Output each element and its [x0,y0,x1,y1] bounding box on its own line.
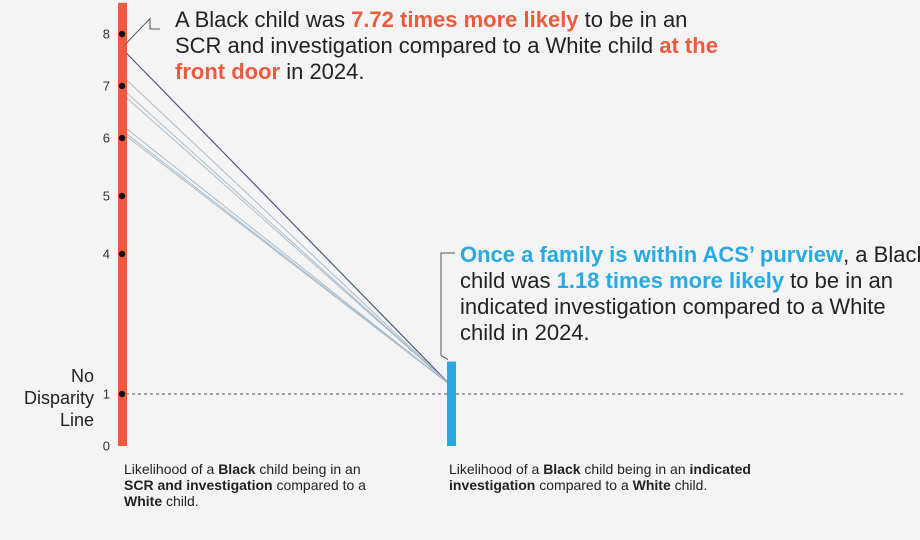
right-caption-text-4: child. [670,477,708,493]
left-axis-caption: Likelihood of a Black child being in an … [124,461,384,509]
y-tick-label-4: 4 [103,247,110,262]
left-caption-bold-3: White [124,493,163,509]
slope-line-3 [121,93,452,386]
y-tick-label-1: 1 [103,387,110,402]
top-annotation-text-2: to be in an SCR and investigation compar… [175,7,688,58]
left-caption-text-1: Likelihood of a [124,461,219,477]
right-caption-text-1: Likelihood of a [449,461,544,477]
right-caption-text-2: child being in an [580,461,690,477]
y-tick-dot-1 [118,390,126,398]
right-annotation: Once a family is within ACS’ purview, a … [460,242,920,346]
y-tick-label-6: 6 [103,131,110,146]
right-axis-caption: Likelihood of a Black child being in an … [449,461,789,493]
slope-line-2 [121,88,452,386]
top-annotation-highlight-2: at the front door [175,33,718,84]
slope-line-0 [121,48,452,387]
top-annotation-text-1: A Black child was [175,7,352,32]
right-annotation-highlight-2: 1.18 times more likely [556,268,785,293]
right-bar-indicated-investigation [447,361,456,446]
left-caption-text-3: compared to a [272,477,366,493]
right-caption-bold-2: indicated investigation [449,461,751,493]
slope-line-1 [121,75,452,386]
left-caption-text-4: child. [162,493,199,509]
y-tick-label-8: 8 [103,27,110,42]
top-annotation-highlight-1: 7.72 times more likely [351,7,579,32]
y-tick-dot-8 [118,30,126,38]
y-tick-dot-4 [118,250,126,258]
right-annotation-highlight-1: Once a family is within ACS’ purview [460,242,844,267]
left-caption-text-2: child being in an [255,461,361,477]
left-bar-scr-investigation [118,2,127,447]
y-tick-label-0: 0 [103,439,110,454]
y-tick-dot-6 [118,134,126,142]
left-caption-bold-1: Black [218,461,256,477]
slope-line-4 [121,124,452,386]
y-tick-label-5: 5 [103,189,110,204]
right-annotation-text-2: to be in an indicated investigation comp… [460,268,893,345]
y-tick-dots [118,30,126,398]
top-annotation: A Black child was 7.72 times more likely… [175,7,735,85]
top-callout-bracket [124,17,160,45]
no-disparity-label-line1: No [70,366,94,386]
slope-line-6 [121,132,452,386]
no-disparity-label-line3: Line [59,410,94,430]
y-tick-dot-7 [118,82,126,90]
y-axis: 0 1 4 5 6 7 8 [103,27,110,454]
y-tick-dot-5 [118,192,126,200]
right-callout-bracket [440,252,455,361]
slope-lines [121,48,452,387]
right-caption-text-3: compared to a [535,477,633,493]
no-disparity-label-line2: Disparity [23,388,94,408]
right-caption-bold-3: White [632,477,671,493]
left-caption-bold-2: SCR and investigation [124,477,273,493]
no-disparity-label: No Disparity Line [0,365,94,431]
right-caption-bold-1: Black [543,461,581,477]
right-annotation-text-1: , a Black child was [460,242,920,293]
top-annotation-text-3: in 2024. [280,59,365,84]
y-tick-label-7: 7 [103,79,110,94]
